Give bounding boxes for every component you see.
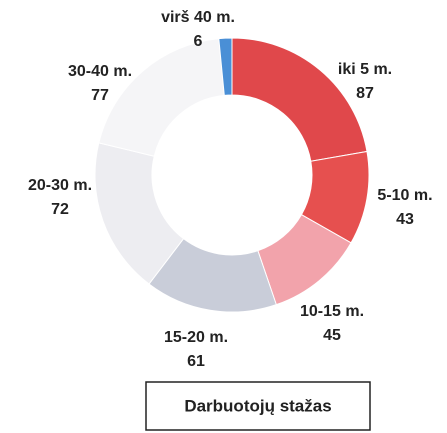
- slice-value: 45: [323, 327, 341, 344]
- slice-value: 61: [187, 353, 205, 370]
- slice-label: 30-40 m.: [68, 63, 132, 80]
- chart-title: Darbuotojų stažas: [184, 396, 331, 415]
- slice-value: 77: [91, 87, 109, 104]
- slice-label: iki 5 m.: [338, 61, 392, 78]
- slice-label: 5-10 m.: [377, 187, 432, 204]
- slice-value: 87: [356, 85, 374, 102]
- slice-label: 15-20 m.: [164, 329, 228, 346]
- donut-slice: [98, 38, 225, 157]
- donut-slice: [231, 37, 368, 162]
- slice-value: 43: [396, 211, 414, 228]
- slice-label: 10-15 m.: [300, 303, 364, 320]
- donut-slice: [218, 37, 233, 96]
- slice-label: 20-30 m.: [28, 177, 92, 194]
- slice-value: 72: [51, 201, 69, 218]
- slice-label: virš 40 m.: [161, 9, 235, 26]
- slice-value: 6: [194, 33, 203, 50]
- title-box: [145, 381, 371, 431]
